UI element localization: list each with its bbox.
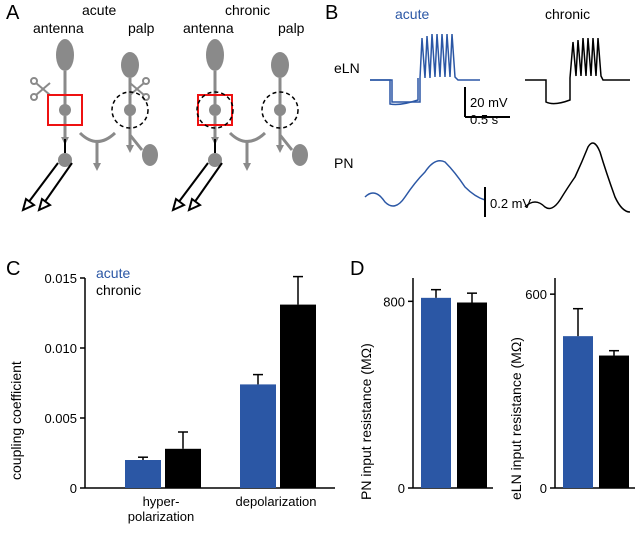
panel-a-chronic-palp: palp	[278, 20, 304, 36]
svg-text:0.010: 0.010	[44, 341, 77, 356]
panel-a-label: A	[6, 2, 19, 25]
svg-text:depolarization: depolarization	[236, 494, 317, 509]
panel-a-chronic-title: chronic	[225, 2, 270, 18]
panel-d-label: D	[350, 258, 364, 281]
svg-text:polarization: polarization	[128, 509, 195, 524]
panel-a-acute-title: acute	[82, 2, 116, 18]
scale-20mv: 20 mV	[470, 95, 508, 110]
panel-a-acute-diagram	[20, 35, 170, 235]
panel-d-left-chart: 0 800	[378, 268, 508, 528]
svg-text:0.005: 0.005	[44, 411, 77, 426]
panel-c-label: C	[6, 258, 20, 281]
svg-text:hyper-: hyper-	[143, 494, 180, 509]
panel-a-chronic-diagram	[170, 35, 320, 235]
svg-text:0: 0	[540, 481, 547, 496]
svg-text:0: 0	[70, 481, 77, 496]
panel-b-traces	[330, 12, 640, 242]
scale-02mv: 0.2 mV	[490, 196, 531, 211]
scale-05s: 0.5 s	[470, 112, 498, 127]
panel-a-chronic-antenna: antenna	[183, 20, 234, 36]
panel-d-left-ylabel: PN input resistance (MΩ)	[358, 290, 374, 500]
panel-c-chart: 0 0.005 0.010 0.015 hyper-polarization depola…	[30, 268, 350, 528]
svg-text:0: 0	[398, 481, 405, 496]
svg-text:600: 600	[525, 287, 547, 302]
panel-a-acute-palp: palp	[128, 20, 154, 36]
svg-text:800: 800	[383, 294, 405, 309]
panel-a-acute-antenna: antenna	[33, 20, 84, 36]
panel-c-ylabel: coupling coefficient	[8, 320, 24, 480]
svg-text:0.015: 0.015	[44, 271, 77, 286]
panel-d-right-chart: 0 600	[520, 268, 640, 528]
